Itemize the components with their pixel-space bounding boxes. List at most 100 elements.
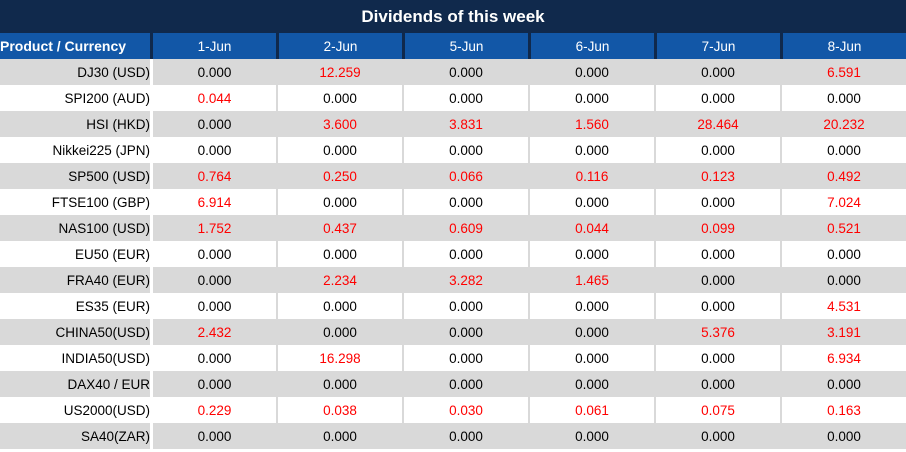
- table-row: Nikkei225 (JPN) 0.000 0.000 0.000 0.000 0.000…: [0, 137, 906, 163]
- table-body: DJ30 (USD) 0.000 12.259 0.000 0.000 0.000 6.59…: [0, 59, 906, 449]
- dividend-value-cell: 0.000: [276, 293, 402, 319]
- date-header-8-jun: 8-Jun: [780, 33, 906, 59]
- dividend-value-cell: 0.099: [654, 215, 780, 241]
- product-currency-header: Product / Currency: [0, 33, 150, 59]
- product-cell: ES35 (EUR): [0, 293, 150, 319]
- table-row: FTSE100 (GBP) 6.914 0.000 0.000 0.000 0.000 7.…: [0, 189, 906, 215]
- dividend-value-cell: 0.000: [276, 137, 402, 163]
- table-row: SPI200 (AUD) 0.044 0.000 0.000 0.000 0.000 0.0…: [0, 85, 906, 111]
- product-cell: FRA40 (EUR): [0, 267, 150, 293]
- table-row: ES35 (EUR) 0.000 0.000 0.000 0.000 0.000 4.531: [0, 293, 906, 319]
- dividend-value-cell: 0.000: [276, 371, 402, 397]
- table-row: INDIA50(USD) 0.000 16.298 0.000 0.000 0.000 6.…: [0, 345, 906, 371]
- dividend-value-cell: 3.282: [402, 267, 528, 293]
- dividend-value-cell: 2.432: [150, 319, 276, 345]
- dividend-value-cell: 0.000: [528, 371, 654, 397]
- date-header-7-jun: 7-Jun: [654, 33, 780, 59]
- table-row: FRA40 (EUR) 0.000 2.234 3.282 1.465 0.000 0.00…: [0, 267, 906, 293]
- header-row: Product / Currency 1-Jun 2-Jun 5-Jun 6-Jun 7-…: [0, 33, 906, 59]
- dividend-value-cell: 28.464: [654, 111, 780, 137]
- dividend-value-cell: 0.000: [276, 319, 402, 345]
- dividend-value-cell: 0.038: [276, 397, 402, 423]
- dividend-value-cell: 0.229: [150, 397, 276, 423]
- dividend-value-cell: 0.000: [402, 189, 528, 215]
- table-row: SA40(ZAR) 0.000 0.000 0.000 0.000 0.000 0.000: [0, 423, 906, 449]
- dividend-value-cell: 0.000: [276, 85, 402, 111]
- dividend-value-cell: 0.000: [150, 137, 276, 163]
- dividend-value-cell: 0.116: [528, 163, 654, 189]
- product-cell: SA40(ZAR): [0, 423, 150, 449]
- dividend-value-cell: 0.044: [150, 85, 276, 111]
- dividend-value-cell: 0.000: [150, 59, 276, 85]
- dividend-value-cell: 0.000: [780, 85, 906, 111]
- dividend-value-cell: 6.934: [780, 345, 906, 371]
- dividend-value-cell: 6.591: [780, 59, 906, 85]
- product-cell: US2000(USD): [0, 397, 150, 423]
- dividend-value-cell: 0.000: [654, 423, 780, 449]
- dividend-value-cell: 0.000: [528, 59, 654, 85]
- dividend-value-cell: 0.000: [276, 241, 402, 267]
- page-title: Dividends of this week: [0, 0, 906, 33]
- date-header-2-jun: 2-Jun: [276, 33, 402, 59]
- dividend-value-cell: 0.000: [654, 59, 780, 85]
- dividend-value-cell: 0.764: [150, 163, 276, 189]
- table-row: HSI (HKD) 0.000 3.600 3.831 1.560 28.464 20.23…: [0, 111, 906, 137]
- product-cell: EU50 (EUR): [0, 241, 150, 267]
- dividend-value-cell: 2.234: [276, 267, 402, 293]
- dividend-value-cell: 1.752: [150, 215, 276, 241]
- dividend-value-cell: 0.163: [780, 397, 906, 423]
- product-cell: NAS100 (USD): [0, 215, 150, 241]
- dividend-value-cell: 0.437: [276, 215, 402, 241]
- dividend-value-cell: 0.000: [402, 319, 528, 345]
- dividend-value-cell: 3.600: [276, 111, 402, 137]
- dividends-table: Product / Currency 1-Jun 2-Jun 5-Jun 6-Jun 7-…: [0, 33, 906, 449]
- dividend-value-cell: 0.000: [150, 241, 276, 267]
- product-cell: SPI200 (AUD): [0, 85, 150, 111]
- dividend-value-cell: 20.232: [780, 111, 906, 137]
- product-cell: FTSE100 (GBP): [0, 189, 150, 215]
- table-row: NAS100 (USD) 1.752 0.437 0.609 0.044 0.099 0.5…: [0, 215, 906, 241]
- dividend-value-cell: 0.000: [528, 137, 654, 163]
- dividend-value-cell: 0.609: [402, 215, 528, 241]
- dividend-value-cell: 1.465: [528, 267, 654, 293]
- product-cell: HSI (HKD): [0, 111, 150, 137]
- table-header: Product / Currency 1-Jun 2-Jun 5-Jun 6-Jun 7-…: [0, 33, 906, 59]
- dividend-value-cell: 0.075: [654, 397, 780, 423]
- dividend-value-cell: 0.000: [654, 241, 780, 267]
- dividend-value-cell: 0.000: [276, 189, 402, 215]
- dividend-value-cell: 0.061: [528, 397, 654, 423]
- table-row: DAX40 / EUR 0.000 0.000 0.000 0.000 0.000 0.00…: [0, 371, 906, 397]
- dividend-value-cell: 16.298: [276, 345, 402, 371]
- product-cell: INDIA50(USD): [0, 345, 150, 371]
- dividend-value-cell: 0.521: [780, 215, 906, 241]
- dividend-value-cell: 0.000: [150, 423, 276, 449]
- dividend-value-cell: 0.000: [402, 423, 528, 449]
- product-cell: Nikkei225 (JPN): [0, 137, 150, 163]
- dividend-value-cell: 3.191: [780, 319, 906, 345]
- dividend-value-cell: 0.000: [402, 137, 528, 163]
- dividend-value-cell: 0.000: [654, 137, 780, 163]
- table-row: DJ30 (USD) 0.000 12.259 0.000 0.000 0.000 6.59…: [0, 59, 906, 85]
- dividend-value-cell: 0.000: [780, 137, 906, 163]
- dividend-value-cell: 0.000: [780, 423, 906, 449]
- dividend-value-cell: 6.914: [150, 189, 276, 215]
- dividend-value-cell: 0.000: [780, 267, 906, 293]
- dividend-value-cell: 0.000: [150, 371, 276, 397]
- table-row: SP500 (USD) 0.764 0.250 0.066 0.116 0.123 0.49…: [0, 163, 906, 189]
- dividend-value-cell: 0.000: [528, 345, 654, 371]
- dividend-value-cell: 0.000: [780, 371, 906, 397]
- dividend-value-cell: 0.000: [780, 241, 906, 267]
- dividend-value-cell: 0.000: [150, 267, 276, 293]
- dividend-value-cell: 0.000: [276, 423, 402, 449]
- dividend-value-cell: 0.492: [780, 163, 906, 189]
- dividend-value-cell: 0.000: [528, 85, 654, 111]
- dividend-value-cell: 0.000: [528, 241, 654, 267]
- date-header-1-jun: 1-Jun: [150, 33, 276, 59]
- table-row: CHINA50(USD) 2.432 0.000 0.000 0.000 5.376 3.1…: [0, 319, 906, 345]
- table-row: US2000(USD) 0.229 0.038 0.030 0.061 0.075 0.16…: [0, 397, 906, 423]
- product-cell: CHINA50(USD): [0, 319, 150, 345]
- dividend-value-cell: 7.024: [780, 189, 906, 215]
- dividend-value-cell: 0.000: [654, 345, 780, 371]
- dividend-value-cell: 0.000: [654, 85, 780, 111]
- dividend-value-cell: 0.030: [402, 397, 528, 423]
